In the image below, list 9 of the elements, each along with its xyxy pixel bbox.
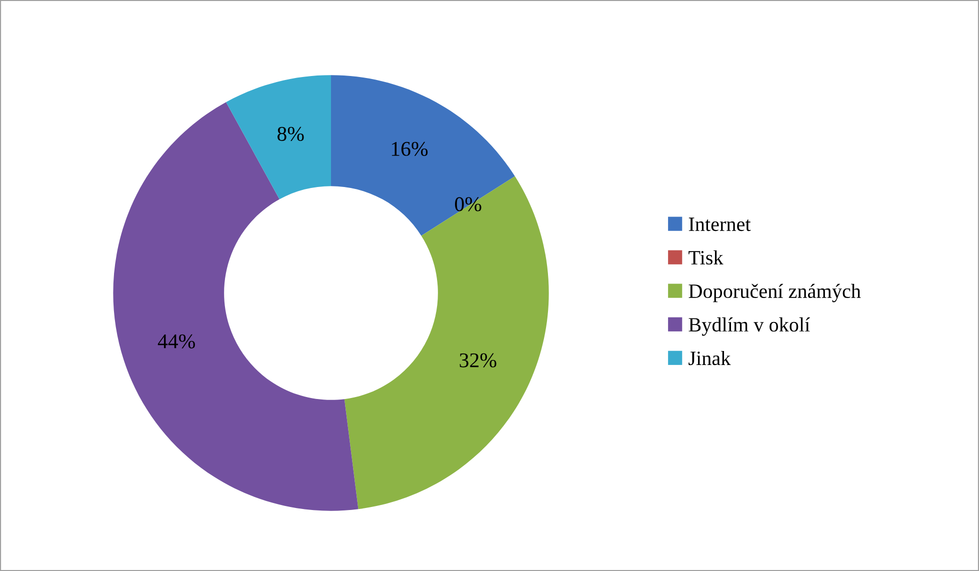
data-label: 32% [460,353,496,368]
legend-label: Bydlím v okolí [688,317,810,336]
legend-label: Internet [688,218,751,232]
legend-label: Jinak [688,350,731,366]
data-label: 44% [158,334,195,348]
legend-label: Doporučení známých [688,284,861,302]
data-label: 8% [278,126,304,142]
legend-label: Tisk [688,250,724,265]
data-label: 16% [392,142,428,156]
